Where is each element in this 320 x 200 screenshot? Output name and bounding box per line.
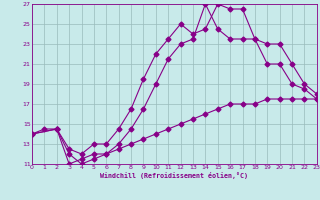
X-axis label: Windchill (Refroidissement éolien,°C): Windchill (Refroidissement éolien,°C) (100, 172, 248, 179)
